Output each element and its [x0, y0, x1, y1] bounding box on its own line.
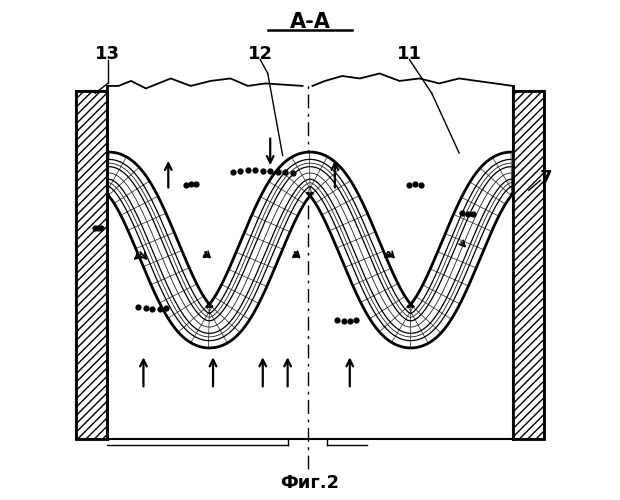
- Bar: [513, 91, 544, 439]
- Text: 7: 7: [540, 169, 552, 187]
- Text: Фиг.2: Фиг.2: [280, 474, 340, 492]
- Text: 11: 11: [397, 44, 422, 62]
- Bar: [76, 91, 107, 439]
- Text: А-А: А-А: [290, 12, 330, 32]
- Polygon shape: [106, 152, 514, 348]
- Text: 13: 13: [95, 44, 120, 62]
- Bar: [76, 91, 107, 439]
- Bar: [513, 91, 544, 439]
- Text: 12: 12: [248, 44, 273, 62]
